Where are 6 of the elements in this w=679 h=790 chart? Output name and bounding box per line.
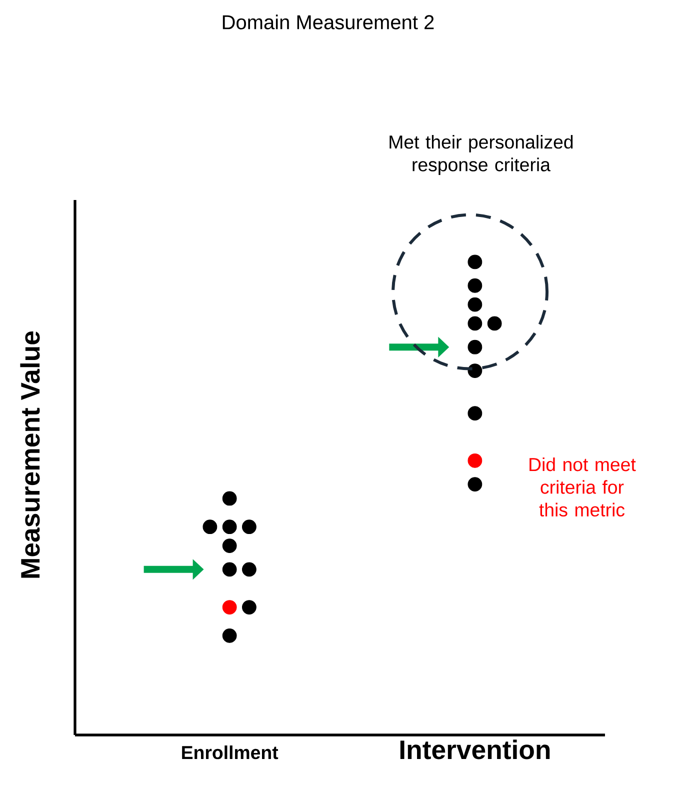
chart-title: Domain Measurement 2 — [222, 14, 434, 30]
x-tick-label: Enrollment — [182, 745, 278, 760]
text: Met their personalized response criteria — [390, 134, 573, 176]
x-tick-label: Intervention — [400, 740, 550, 760]
annotation: Did not meet criteria for this metric — [530, 457, 636, 517]
y-axis-title: Measurement Value — [20, 331, 40, 578]
